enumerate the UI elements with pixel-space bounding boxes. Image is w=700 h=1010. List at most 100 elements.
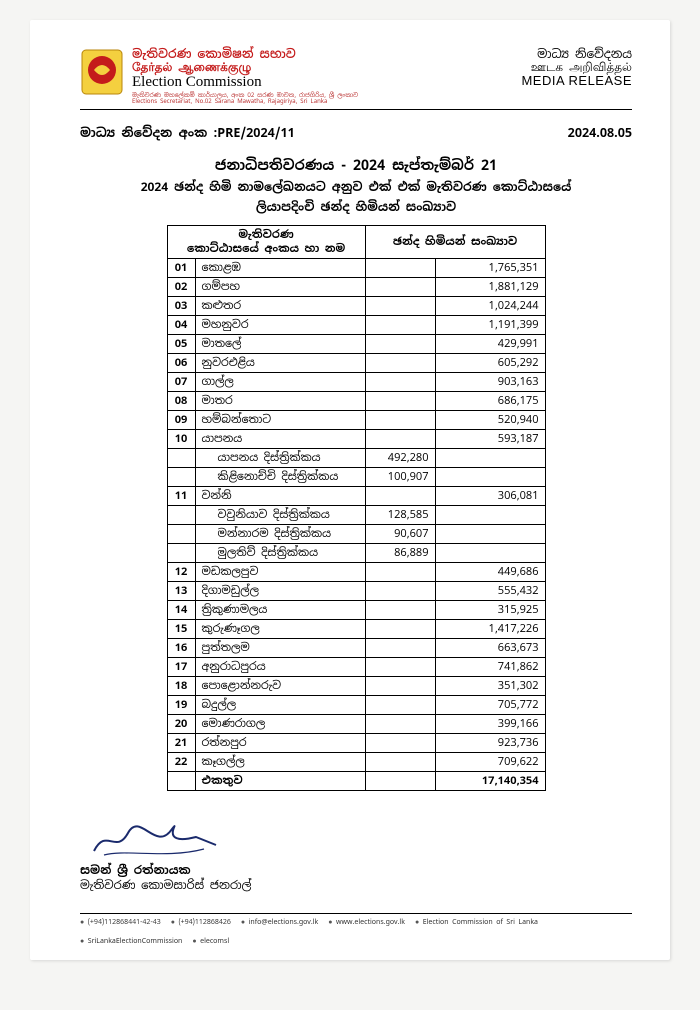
table-row: 13දිගාමඩුල්ල555,432 <box>167 581 545 600</box>
row-number: 02 <box>167 277 195 296</box>
district-name: දිගාමඩුල්ල <box>195 581 365 600</box>
row-number: 01 <box>167 258 195 277</box>
row-number: 12 <box>167 562 195 581</box>
subdistrict-count: 100,907 <box>365 467 435 486</box>
table-row: 08මාතර686,175 <box>167 391 545 410</box>
district-name: පුත්තලම <box>195 638 365 657</box>
table-row: 18පොළොන්නරුව 351,302 <box>167 676 545 695</box>
subdistrict-name: යාපනය දිස්ත්‍රික්කය <box>195 448 365 467</box>
row-number: 18 <box>167 676 195 695</box>
voter-count: 686,175 <box>435 391 545 410</box>
voter-count: 1,417,226 <box>435 619 545 638</box>
table-row: 19බදුල්ල 705,772 <box>167 695 545 714</box>
voter-count: 741,862 <box>435 657 545 676</box>
table-row: 05මාතලේ429,991 <box>167 334 545 353</box>
table-row: 09හම්බන්තොට520,940 <box>167 410 545 429</box>
voter-count: 351,302 <box>435 676 545 695</box>
district-name: කුරුණෑගල <box>195 619 365 638</box>
signatory-name: සමන් ශ්‍රී රත්නායක <box>80 863 632 878</box>
table-subrow: වවුනියාව දිස්ත්‍රික්කය128,585 <box>167 505 545 524</box>
district-name: කෑගල්ල <box>195 752 365 771</box>
district-name: මහනුවර <box>195 315 365 334</box>
district-name: වන්නි <box>195 486 365 505</box>
subdistrict-name: මන්නාරම දිස්ත්‍රික්කය <box>195 524 365 543</box>
district-name: මාතලේ <box>195 334 365 353</box>
footer-item: www.elections.gov.lk <box>328 918 405 927</box>
total-value: 17,140,354 <box>435 771 545 790</box>
voter-count: 449,686 <box>435 562 545 581</box>
title-line-1: ජනාධිපතිවරණය - 2024 සැප්තැම්බර් 21 <box>80 157 632 175</box>
footer-item: elecomsl <box>192 937 229 946</box>
sub-value <box>365 600 435 619</box>
sub-value <box>365 562 435 581</box>
district-name: ගාල්ල <box>195 372 365 391</box>
sub-value <box>365 695 435 714</box>
voter-count: 1,881,129 <box>435 277 545 296</box>
voter-count: 399,166 <box>435 714 545 733</box>
sub-value <box>365 714 435 733</box>
district-name: බදුල්ල <box>195 695 365 714</box>
total-label: එකතුව <box>195 771 365 790</box>
subdistrict-name: මුලතිව් දිස්ත්‍රික්කය <box>195 543 365 562</box>
title-line-3: ලියාපදිංචි ඡන්ද හිමියන් සංඛ්‍යාව <box>80 199 632 215</box>
row-number: 22 <box>167 752 195 771</box>
sub-value <box>365 258 435 277</box>
district-name: කොළඹ <box>195 258 365 277</box>
sub-value <box>365 410 435 429</box>
table-row: 21රත්නපුර923,736 <box>167 733 545 752</box>
reference-line: මාධ්‍ය නිවේදන අංක :PRE/2024/11 2024.08.0… <box>80 124 632 141</box>
table-row: 12මඩකලපුව 449,686 <box>167 562 545 581</box>
row-number: 08 <box>167 391 195 410</box>
sub-value <box>365 334 435 353</box>
table-row: 03කළුතර1,024,244 <box>167 296 545 315</box>
table-subrow: මුලතිව් දිස්ත්‍රික්කය86,889 <box>167 543 545 562</box>
district-name: මඩකලපුව <box>195 562 365 581</box>
voter-count: 705,772 <box>435 695 545 714</box>
table-row: 04මහනුවර1,191,399 <box>167 315 545 334</box>
table-header-district: මැතිවරණ කොට්ඨාසයේ අංකය හා නම <box>167 225 365 258</box>
subdistrict-name: වවුනියාව දිස්ත්‍රික්කය <box>195 505 365 524</box>
district-name: හම්බන්තොට <box>195 410 365 429</box>
sub-value <box>365 676 435 695</box>
footer-contacts: (+94)112868441-42-43(+94)112868426info@e… <box>80 913 632 946</box>
table-row: 11වන්නි 306,081 <box>167 486 545 505</box>
row-number: 19 <box>167 695 195 714</box>
row-number: 21 <box>167 733 195 752</box>
row-number: 13 <box>167 581 195 600</box>
table-subrow: යාපනය දිස්ත්‍රික්කය492,280 <box>167 448 545 467</box>
footer-item: SriLankaElectionCommission <box>80 937 182 946</box>
voters-table: මැතිවරණ කොට්ඨාසයේ අංකය හා නම ඡන්ද හිමියන… <box>167 225 546 791</box>
row-number: 05 <box>167 334 195 353</box>
signatory-title: මැතිවරණ කොමසාරිස් ජනරාල් <box>80 878 632 893</box>
voter-count: 520,940 <box>435 410 545 429</box>
org-name-ta: தேர்தல் ஆணைக்குழு <box>132 61 358 74</box>
voter-count: 903,163 <box>435 372 545 391</box>
district-name: පොළොන්නරුව <box>195 676 365 695</box>
media-release-en: MEDIA RELEASE <box>521 74 632 88</box>
voter-count: 605,292 <box>435 353 545 372</box>
signature-block: සමන් ශ්‍රී රත්නායක මැතිවරණ කොමසාරිස් ජනර… <box>80 819 632 893</box>
table-row: 15කුරුණෑගල1,417,226 <box>167 619 545 638</box>
table-subrow: කිළිනොච්චි දිස්ත්‍රික්කය100,907 <box>167 467 545 486</box>
sub-value <box>365 277 435 296</box>
row-number: 14 <box>167 600 195 619</box>
sub-value <box>365 752 435 771</box>
row-number: 03 <box>167 296 195 315</box>
title-line-2: 2024 ඡන්ද හිමි නාමලේඛනයට අනුව එක් එක් මැ… <box>80 179 632 195</box>
row-number: 16 <box>167 638 195 657</box>
org-address: මැතිවරණ මහලේකම් කාර්යාලය, අංක 02 සරණ මාව… <box>132 92 358 105</box>
letterhead-right: මාධ්‍ය නිවේදනය ஊடக அறிவித்தல் MEDIA RELE… <box>521 48 632 89</box>
voter-count: 306,081 <box>435 486 545 505</box>
letterhead: මැතිවරණ කොමිෂන් සභාව தேர்தல் ஆணைக்குழு E… <box>80 48 632 110</box>
district-name: ත්‍රිකුණාමලය <box>195 600 365 619</box>
row-number: 20 <box>167 714 195 733</box>
subdistrict-name: කිළිනොච්චි දිස්ත්‍රික්කය <box>195 467 365 486</box>
footer-item: (+94)112868441-42-43 <box>80 918 161 927</box>
row-number: 11 <box>167 486 195 505</box>
table-row: 14ත්‍රිකුණාමලය 315,925 <box>167 600 545 619</box>
state-emblem-icon <box>80 48 124 96</box>
table-row: 06නුවරඑළිය605,292 <box>167 353 545 372</box>
footer-item: Election Commission of Sri Lanka <box>415 918 538 927</box>
sub-value <box>365 353 435 372</box>
voter-count: 315,925 <box>435 600 545 619</box>
